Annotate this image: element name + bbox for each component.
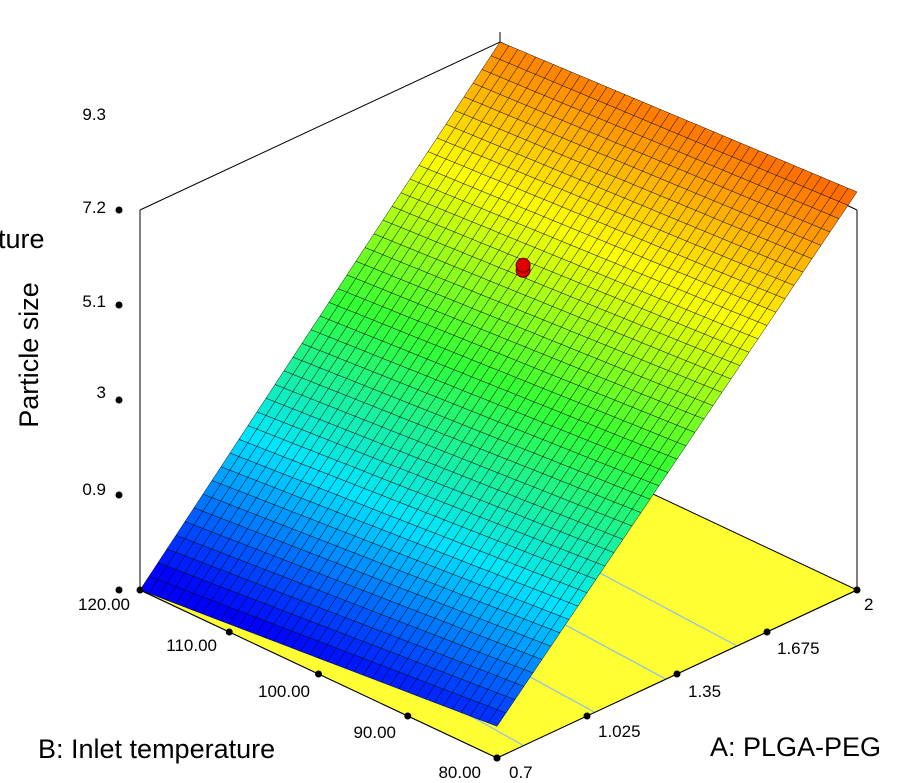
y-tick-label: 120.00 [78, 595, 130, 614]
z-tick-label: 5.1 [82, 292, 106, 311]
x-axis-title: A: PLGA-PEG [710, 732, 881, 762]
surface-facet [838, 187, 858, 206]
z-axis-title: Particle size [14, 282, 44, 428]
x-tick-dot [493, 754, 501, 762]
x-tick-label: 0.7 [509, 763, 533, 782]
z-tick-dot [115, 301, 123, 309]
z-tick-dot [115, 206, 123, 214]
x-tick-labels: 0.7 1.025 1.35 1.675 2 [509, 595, 873, 782]
x-tick-label: 1.35 [688, 682, 721, 701]
design-point [515, 257, 531, 278]
tick-marks [115, 206, 861, 762]
z-tick-dot [115, 586, 123, 594]
y-tick-dot [225, 628, 233, 636]
z-tick-dot [115, 491, 123, 499]
y-tick-label: 110.00 [166, 636, 217, 655]
x-tick-dot [583, 712, 591, 720]
y-tick-dot [404, 712, 412, 720]
y-tick-label: 100.00 [258, 682, 310, 701]
z-tick-label: 9.3 [82, 105, 106, 124]
y-tick-label: 90.00 [353, 723, 396, 742]
z-tick-label: 7.2 [82, 198, 106, 217]
y-tick-labels: 80.00 90.00 100.00 110.00 120.00 [78, 595, 481, 782]
y-tick-dot [315, 670, 322, 678]
x-tick-dot [673, 670, 681, 678]
response-surface [139, 41, 858, 727]
x-tick-label: 2 [864, 595, 873, 614]
x-tick-dot [853, 586, 861, 594]
x-tick-label: 1.675 [777, 639, 820, 658]
design-point-marker [515, 257, 531, 273]
x-tick-dot [763, 628, 771, 636]
z-tick-label: 0.9 [82, 480, 106, 499]
y-axis-title: B: Inlet temperature [38, 734, 275, 764]
z-tick-labels: 0.9 3 5.1 7.2 9.3 [82, 105, 106, 499]
y-axis-title-fragment: ture [0, 224, 45, 254]
z-tick-dot [115, 396, 123, 404]
z-tick-label: 3 [97, 383, 106, 402]
y-tick-dot [136, 586, 144, 594]
y-tick-label: 80.00 [438, 763, 481, 782]
x-tick-label: 1.025 [598, 722, 641, 741]
